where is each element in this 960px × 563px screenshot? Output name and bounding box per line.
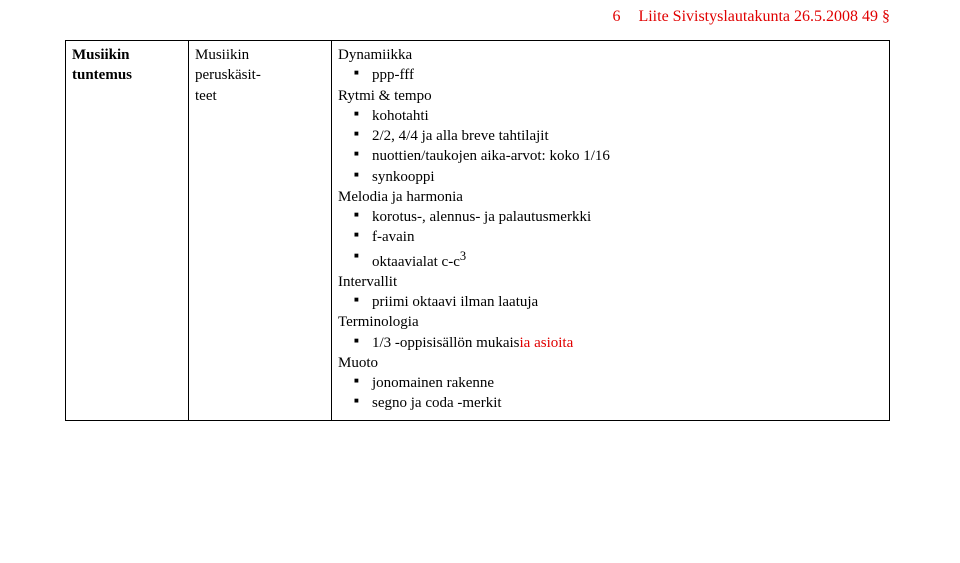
list-item: synkooppi bbox=[372, 167, 883, 187]
cell-middle: Musiikin peruskäsit- teet bbox=[189, 41, 332, 421]
header-title: Liite Sivistyslautakunta 26.5.2008 49 § bbox=[638, 8, 890, 25]
page: 6 Liite Sivistyslautakunta 26.5.2008 49 §… bbox=[0, 0, 960, 563]
list-item: f-avain bbox=[372, 227, 883, 247]
oktaavialat-text: oktaavialat c-c bbox=[372, 254, 460, 270]
col1-line2: tuntemus bbox=[72, 67, 132, 83]
rytmi-label: Rytmi & tempo bbox=[338, 86, 883, 106]
muoto-label: Muoto bbox=[338, 353, 883, 373]
oktaavialat-sup: 3 bbox=[460, 249, 466, 263]
list-item: priimi oktaavi ilman laatuja bbox=[372, 292, 883, 312]
col2-line2: peruskäsit- bbox=[195, 67, 261, 83]
header-text: 6 Liite Sivistyslautakunta 26.5.2008 49 § bbox=[612, 8, 890, 26]
dynamiikka-list: ppp-fff bbox=[338, 65, 883, 85]
list-item: 1/3 -oppisisällön mukaisia asioita bbox=[372, 333, 883, 353]
list-item: jonomainen rakenne bbox=[372, 373, 883, 393]
terminologia-label: Terminologia bbox=[338, 312, 883, 332]
table-row: Musiikin tuntemus Musiikin peruskäsit- t… bbox=[66, 41, 890, 421]
dynamiikka-label: Dynamiikka bbox=[338, 45, 883, 65]
terminologia-black: 1/3 -oppisisällön mukais bbox=[372, 335, 520, 351]
list-item: korotus-, alennus- ja palautusmerkki bbox=[372, 207, 883, 227]
list-item: nuottien/taukojen aika-arvot: koko 1/16 bbox=[372, 146, 883, 166]
col2-line1: Musiikin bbox=[195, 47, 249, 63]
page-number: 6 bbox=[612, 8, 620, 25]
list-item: kohotahti bbox=[372, 106, 883, 126]
rytmi-list: kohotahti 2/2, 4/4 ja alla breve tahtila… bbox=[338, 106, 883, 187]
intervallit-list: priimi oktaavi ilman laatuja bbox=[338, 292, 883, 312]
terminologia-red: ia asioita bbox=[520, 335, 574, 351]
cell-left: Musiikin tuntemus bbox=[66, 41, 189, 421]
col1-line1: Musiikin bbox=[72, 47, 130, 63]
list-item: segno ja coda -merkit bbox=[372, 393, 883, 413]
terminologia-list: 1/3 -oppisisällön mukaisia asioita bbox=[338, 333, 883, 353]
page-header: 6 Liite Sivistyslautakunta 26.5.2008 49 § bbox=[0, 8, 890, 26]
intervallit-label: Intervallit bbox=[338, 272, 883, 292]
melodia-label: Melodia ja harmonia bbox=[338, 187, 883, 207]
list-item: ppp-fff bbox=[372, 65, 883, 85]
content-table: Musiikin tuntemus Musiikin peruskäsit- t… bbox=[65, 40, 890, 421]
muoto-list: jonomainen rakenne segno ja coda -merkit bbox=[338, 373, 883, 414]
cell-right: Dynamiikka ppp-fff Rytmi & tempo kohotah… bbox=[332, 41, 890, 421]
list-item: 2/2, 4/4 ja alla breve tahtilajit bbox=[372, 126, 883, 146]
list-item: oktaavialat c-c3 bbox=[372, 248, 883, 272]
col2-line3: teet bbox=[195, 88, 217, 104]
melodia-list: korotus-, alennus- ja palautusmerkki f-a… bbox=[338, 207, 883, 272]
